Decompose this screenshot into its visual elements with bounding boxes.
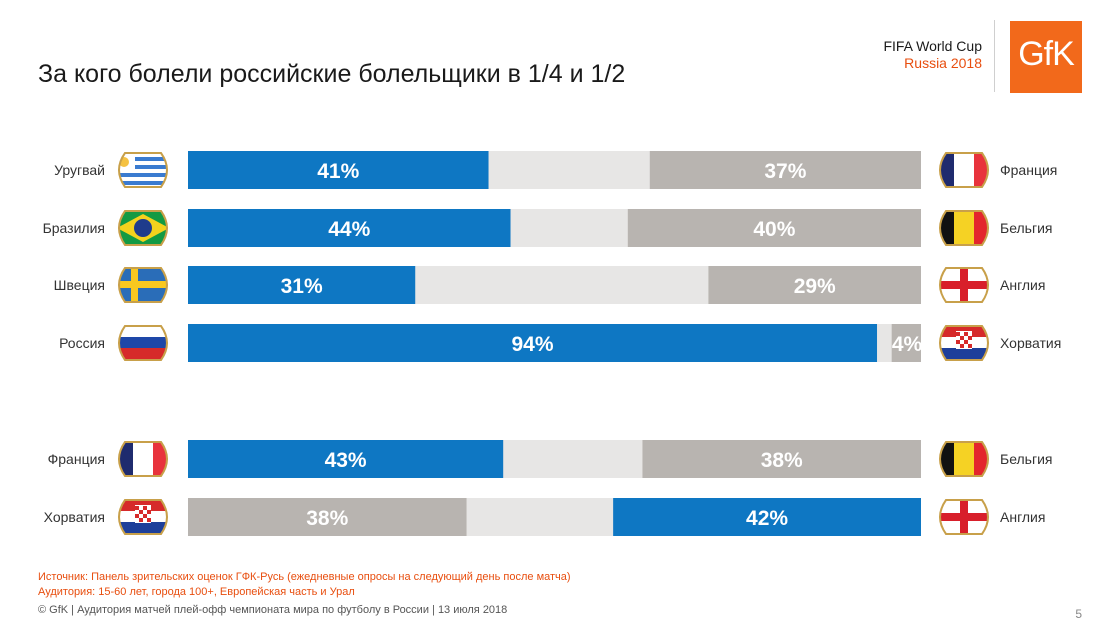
bar-right-belgium	[642, 440, 921, 478]
russia-flag	[118, 325, 168, 361]
data-label-right: 4%	[892, 333, 923, 356]
team-label-right: Англия	[1000, 277, 1045, 293]
bar-right-england	[708, 266, 921, 304]
croatia-flag	[118, 499, 168, 535]
data-label-right: 29%	[794, 275, 836, 298]
data-label-left: 41%	[317, 160, 359, 183]
team-label-left: Хорватия	[44, 509, 105, 525]
data-label-left: 44%	[328, 218, 370, 241]
belgium-flag	[939, 210, 989, 246]
event-name: FIFA World Cup	[883, 38, 982, 54]
data-label-left: 31%	[281, 275, 323, 298]
event-label: FIFA World Cup Russia 2018	[883, 38, 982, 72]
england-flag	[939, 499, 989, 535]
page-title: За кого болели российские болельщики в 1…	[38, 60, 626, 88]
bar-left-russia	[188, 324, 878, 362]
event-edition: Russia 2018	[904, 55, 982, 71]
gfk-logo: GfK	[1010, 21, 1082, 93]
brazil-flag	[118, 210, 168, 246]
uruguay-flag	[118, 152, 168, 188]
audience-note: Аудитория: 15-60 лет, города 100+, Европ…	[38, 586, 355, 598]
team-label-right: Бельгия	[1000, 451, 1052, 467]
bar-right-croatia	[891, 324, 921, 362]
source-note: Источник: Панель зрительских оценок ГФК-…	[38, 571, 571, 583]
data-label-right: 40%	[753, 218, 795, 241]
bar-right-france	[649, 151, 921, 189]
bar-left-uruguay	[188, 151, 489, 189]
france-flag	[118, 441, 168, 477]
bar-left-brazil	[188, 209, 511, 247]
croatia-flag	[939, 325, 989, 361]
team-label-right: Бельгия	[1000, 220, 1052, 236]
data-label-left: 43%	[325, 449, 367, 472]
data-label-left: 94%	[511, 333, 553, 356]
bar-right-belgium	[627, 209, 921, 247]
data-label-right: 42%	[746, 507, 788, 530]
team-label-right: Франция	[1000, 162, 1057, 178]
bar-left-croatia	[188, 498, 467, 536]
belgium-flag	[939, 441, 989, 477]
data-label-right: 38%	[761, 449, 803, 472]
team-label-left: Россия	[59, 335, 105, 351]
team-label-right: Англия	[1000, 509, 1045, 525]
page-number: 5	[1075, 607, 1082, 621]
bar-left-sweden	[188, 266, 416, 304]
logo-text: GfK	[1018, 35, 1075, 73]
sweden-flag	[118, 267, 168, 303]
team-label-left: Бразилия	[43, 220, 105, 236]
header-divider	[994, 20, 995, 92]
team-label-left: Швеция	[54, 277, 105, 293]
england-flag	[939, 267, 989, 303]
bar-right-england	[613, 498, 921, 536]
france-flag	[939, 152, 989, 188]
team-label-left: Франция	[48, 451, 105, 467]
data-label-right: 37%	[764, 160, 806, 183]
bar-left-france	[188, 440, 504, 478]
data-label-left: 38%	[306, 507, 348, 530]
team-label-left: Уругвай	[54, 162, 105, 178]
team-label-right: Хорватия	[1000, 335, 1061, 351]
copyright-note: © GfK | Аудитория матчей плей-офф чемпио…	[38, 604, 508, 616]
